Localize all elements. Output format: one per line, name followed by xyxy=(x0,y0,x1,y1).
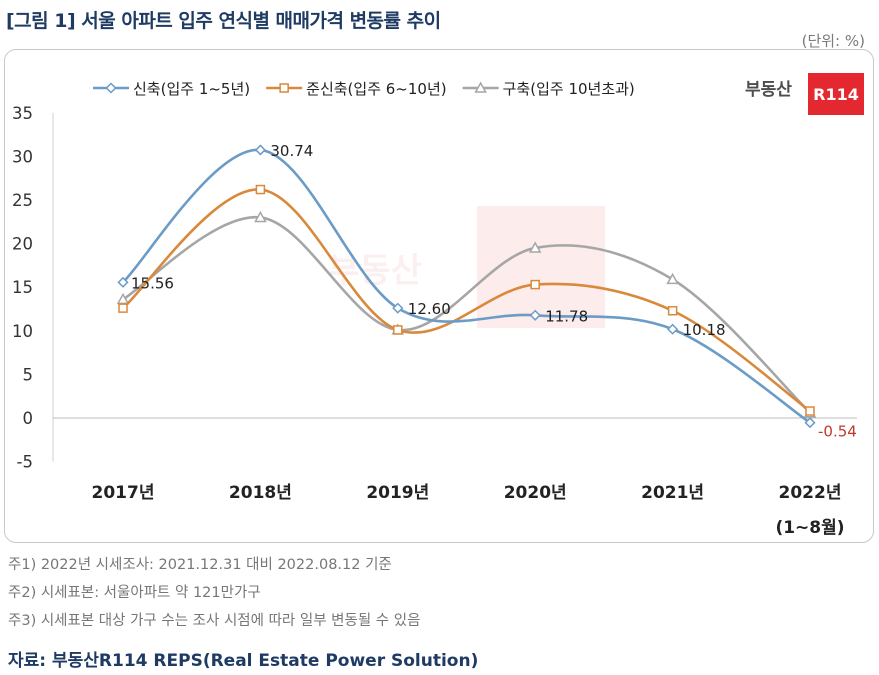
data-point xyxy=(254,210,267,223)
footnote-1: 주1) 2022년 시세조사: 2021.12.31 대비 2022.08.12… xyxy=(8,557,392,573)
data-label: 11.78 xyxy=(545,307,588,325)
x-tick-label: 2017년 xyxy=(92,483,155,503)
y-tick-label: 35 xyxy=(12,104,33,123)
legend-marker xyxy=(279,83,289,93)
x-tick-label: 2021년 xyxy=(641,483,704,503)
data-point xyxy=(667,305,678,316)
data-label: 30.74 xyxy=(270,142,313,160)
x-tick-label: 2022년 xyxy=(779,483,842,503)
y-tick-label: 10 xyxy=(12,322,33,341)
data-point xyxy=(255,184,266,195)
series-line xyxy=(122,148,811,424)
footnote-2: 주2) 시세표본: 서울아파트 약 121만가구 xyxy=(8,585,261,601)
data-point xyxy=(117,276,129,288)
data-labels: 15.56 30.74 12.60 11.78 10.18 -0.54 xyxy=(131,142,857,441)
legend-marker xyxy=(105,82,117,94)
data-label: -0.54 xyxy=(818,423,857,441)
x-tick-label: 2019년 xyxy=(366,483,429,503)
source-line: 자료: 부동산R114 REPS(Real Estate Power Solut… xyxy=(8,651,479,671)
data-point xyxy=(118,303,128,313)
data-point xyxy=(667,323,679,335)
legend: 신축(입주 1~5년) 준신축(입주 6~10년) 구축(입주 10년초과) xyxy=(93,80,635,98)
legend-label: 준신축(입주 6~10년) xyxy=(306,80,446,98)
line-chart: 부동산 R114 부동산 -5 0 5 10 15 20 25 30 35 2017년 2018년 201… xyxy=(12,73,864,538)
y-tick-label: -5 xyxy=(17,453,33,472)
series-line xyxy=(122,216,811,414)
data-point xyxy=(530,279,540,290)
x-tick-label: 2020년 xyxy=(504,483,567,503)
x-tick-label: 2018년 xyxy=(229,483,292,503)
data-point xyxy=(393,325,403,335)
data-point xyxy=(392,302,404,314)
y-tick-label: 25 xyxy=(12,191,33,210)
data-point xyxy=(529,309,541,321)
legend-label: 구축(입주 10년초과) xyxy=(503,80,635,98)
data-label: 15.56 xyxy=(131,274,174,292)
data-label: 12.60 xyxy=(408,300,451,318)
data-label: 10.18 xyxy=(683,321,726,339)
logo-badge-text: R114 xyxy=(813,85,859,104)
legend-marker xyxy=(474,81,487,93)
logo-badge xyxy=(808,73,864,115)
page-title: [그림 1] 서울 아파트 입주 연식별 매매가격 변동률 추이 xyxy=(6,10,441,32)
logo: 부동산 R114 부동산 xyxy=(328,73,864,328)
chart-container: 부동산 R114 부동산 -5 0 5 10 15 20 25 30 35 2017년 2018년 201… xyxy=(4,49,874,543)
data-point xyxy=(804,417,816,429)
y-tick-label: 0 xyxy=(23,409,34,428)
data-point xyxy=(254,144,266,156)
legend-label: 신축(입주 1~5년) xyxy=(133,80,250,98)
series-lines xyxy=(116,144,817,429)
y-tick-label: 20 xyxy=(12,235,33,254)
logo-text: 부동산 xyxy=(745,80,792,100)
axes: -5 0 5 10 15 20 25 30 35 2017년 2018년 2019년 2020년 2021… xyxy=(12,104,857,538)
y-tick-label: 15 xyxy=(12,278,33,297)
data-point xyxy=(528,241,542,253)
y-tick-label: 5 xyxy=(23,365,34,384)
series-line xyxy=(122,188,811,413)
unit-label: (단위: %) xyxy=(801,32,865,50)
x-tick-sublabel: (1~8월) xyxy=(775,518,844,538)
data-point xyxy=(666,272,679,285)
y-tick-label: 30 xyxy=(12,147,33,166)
footnote-3: 주3) 시세표본 대상 가구 수는 조사 시점에 따라 일부 변동될 수 있음 xyxy=(8,613,421,629)
watermark-text: 부동산 xyxy=(328,251,422,291)
data-point xyxy=(805,406,815,416)
